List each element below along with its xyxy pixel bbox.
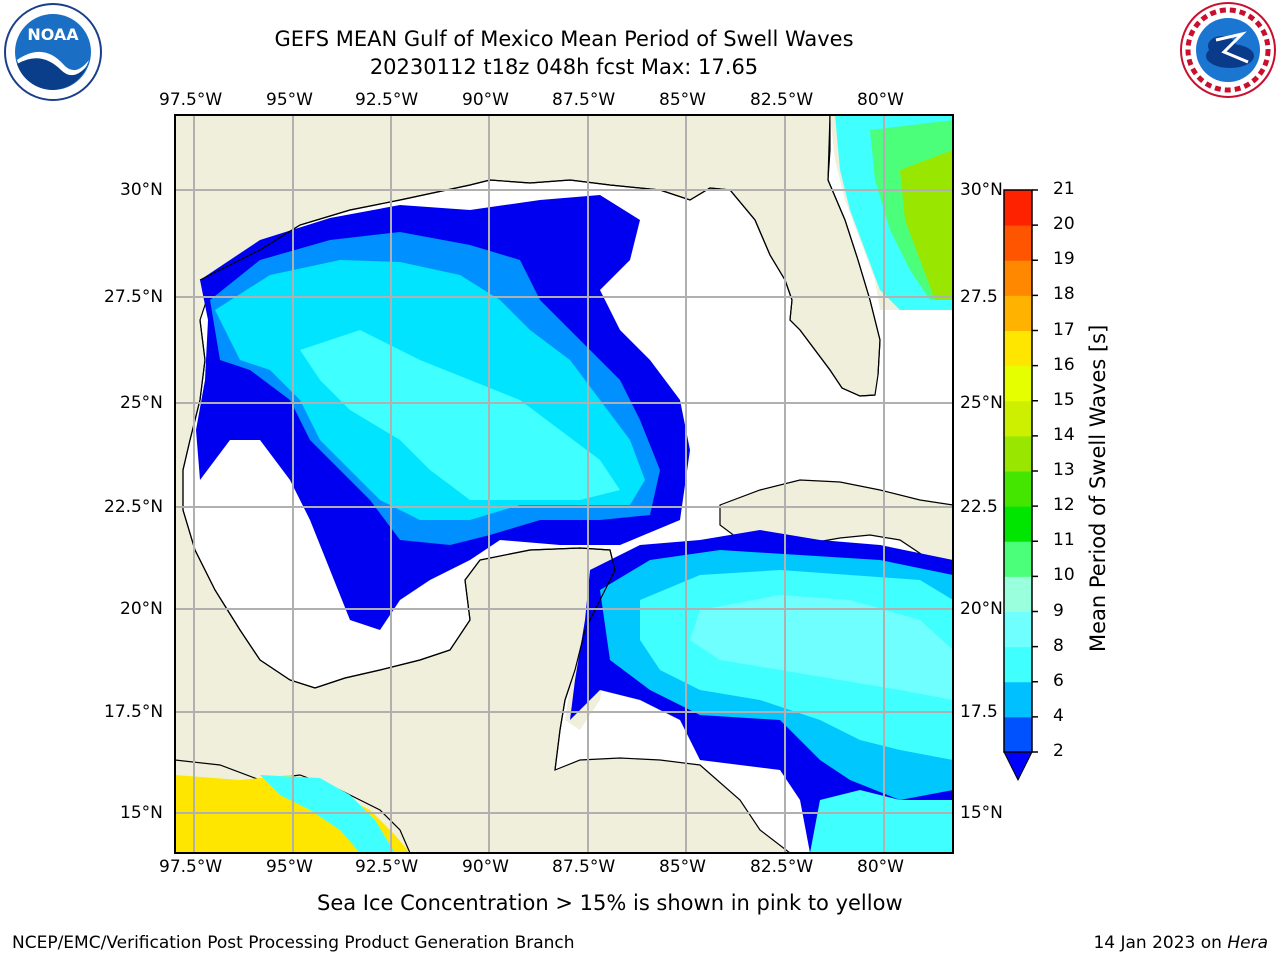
colorbar-segment [1004,225,1032,261]
lon-label: 85°W [659,90,706,110]
colorbar-segment [1004,260,1032,296]
colorbar-tick-label: 20 [1053,214,1075,235]
lon-label: 80°W [857,857,904,877]
colorbar-tick-label: 9 [1053,600,1064,621]
lat-label: 22.5 [960,497,998,517]
colorbar-segment [1004,190,1032,226]
lat-label: 20°N [120,599,163,619]
footer-right: 14 Jan 2023 on Hera [1093,933,1268,953]
lon-label: 92.5°W [355,90,419,110]
footer-date: 14 Jan 2023 on [1093,933,1222,953]
colorbar [1003,189,1038,782]
lon-label: 87.5°W [552,857,616,877]
sea-ice-note: Sea Ice Concentration > 15% is shown in … [317,891,903,915]
colorbar-tick-label: 13 [1053,460,1075,480]
colorbar-tick-label: 2 [1053,741,1064,761]
colorbar-tick-label: 10 [1053,565,1075,586]
lon-label: 82.5°W [750,857,814,877]
colorbar-label: Mean Period of Swell Waves [s] [1086,324,1110,652]
nws-logo [1180,2,1276,98]
colorbar-tick-label: 12 [1053,495,1075,516]
swell-zone-caribbean-core [690,595,953,700]
lon-label: 95°W [266,857,313,877]
colorbar-segment [1004,611,1032,648]
lat-label: 15°N [120,803,163,823]
lat-label: 27.5 [960,287,998,307]
footer-machine: Hera [1227,933,1268,953]
colorbar-tick-label: 4 [1053,705,1064,726]
lon-label: 95°W [266,90,313,110]
colorbar-segment [1004,646,1032,683]
map-frame [174,114,954,854]
lat-label: 17.5°N [104,702,164,722]
colorbar-tick-label: 15 [1053,389,1075,410]
lat-label: 25°N [120,393,163,413]
colorbar-tick-label: 14 [1053,424,1075,445]
colorbar-segment [1004,716,1032,753]
lat-label: 22.5°N [104,497,164,517]
lon-label: 97.5°W [159,857,223,877]
swell-zone-caribbean-sw [810,790,953,853]
lon-label: 92.5°W [355,857,419,877]
colorbar-segment [1004,506,1032,542]
lat-label: 27.5°N [104,287,164,307]
lat-label: 30°N [120,180,163,200]
lon-label: 85°W [659,857,706,877]
colorbar-segment [1004,330,1032,367]
colorbar-tick-label: 16 [1053,354,1075,375]
colorbar-extend-arrow [1003,751,1033,782]
lon-label: 90°W [462,857,509,877]
colorbar-segment [1004,576,1032,612]
colorbar-segment [1004,435,1032,472]
lon-label: 97.5°W [159,90,223,110]
colorbar-segment [1004,471,1032,507]
chart-subtitle: 20230112 t18z 048h fcst Max: 17.65 [369,55,759,79]
colorbar-tick-label: 18 [1053,284,1075,305]
lat-label: 20°N [960,599,1003,619]
lat-label: 30°N [960,180,1003,200]
colorbar-segment [1004,295,1032,331]
footer-left: NCEP/EMC/Verification Post Processing Pr… [12,933,575,953]
colorbar-tick-label: 19 [1053,249,1075,270]
lon-label: 80°W [857,90,904,110]
colorbar-segment [1004,681,1032,718]
colorbar-segment [1004,365,1032,402]
colorbar-tick-label: 11 [1053,530,1075,551]
lon-label: 82.5°W [750,90,814,110]
lon-label: 90°W [462,90,509,110]
swell-zone-nw-core [300,330,620,500]
colorbar-tick-label: 6 [1053,670,1064,691]
colorbar-segment [1004,541,1032,577]
swell-zone-atlantic-yellow [900,150,953,300]
colorbar-segment [1004,400,1032,437]
noaa-logo: NOAA [4,3,102,101]
lat-label: 25°N [960,393,1003,413]
colorbar-tick-label: 17 [1053,319,1075,340]
lon-label: 87.5°W [552,90,616,110]
chart-title: GEFS MEAN Gulf of Mexico Mean Period of … [274,27,854,51]
colorbar-tick-label: 8 [1053,635,1064,656]
lat-label: 17.5 [960,702,998,722]
lat-label: 15°N [960,803,1003,823]
colorbar-tick-label: 21 [1053,179,1075,199]
noaa-logo-text: NOAA [27,25,79,44]
